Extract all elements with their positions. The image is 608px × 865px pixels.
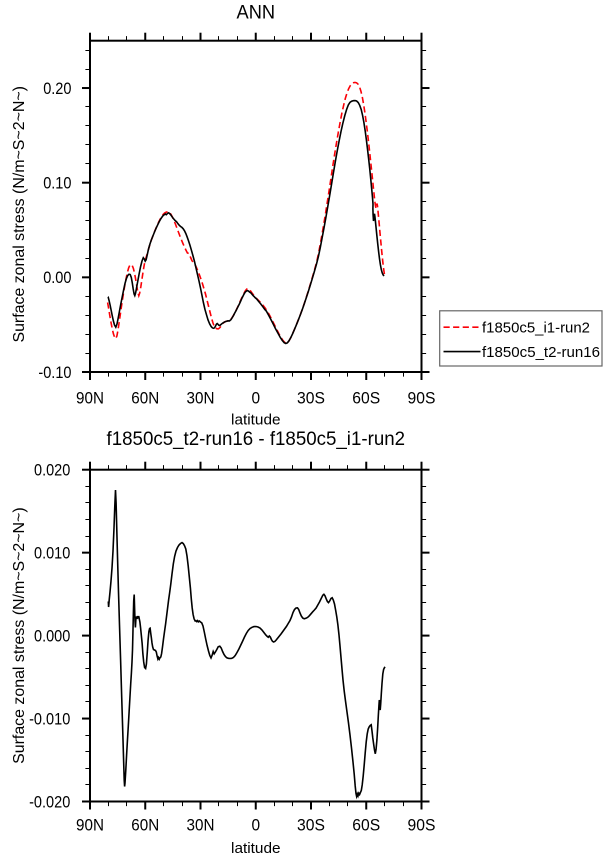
svg-text:60N: 60N	[131, 817, 159, 835]
svg-text:-0.020: -0.020	[29, 793, 70, 811]
svg-text:0.010: 0.010	[34, 545, 70, 563]
svg-text:60S: 60S	[352, 817, 380, 835]
svg-text:0: 0	[251, 390, 260, 408]
svg-text:f1850c5_t2-run16 - f1850c5_i1-: f1850c5_t2-run16 - f1850c5_i1-run2	[107, 428, 406, 450]
svg-text:90N: 90N	[76, 817, 104, 835]
svg-text:0: 0	[251, 817, 260, 835]
svg-text:latitude: latitude	[231, 840, 281, 857]
svg-text:Surface zonal stress (N/m~S~2~: Surface zonal stress (N/m~S~2~N~)	[11, 507, 28, 764]
svg-text:60N: 60N	[131, 390, 159, 408]
svg-text:0.000: 0.000	[34, 628, 70, 646]
svg-text:30N: 30N	[187, 390, 215, 408]
svg-text:f1850c5_i1-run2: f1850c5_i1-run2	[482, 320, 590, 337]
svg-text:ANN: ANN	[237, 1, 276, 23]
svg-text:90S: 90S	[408, 817, 436, 835]
svg-text:Surface zonal stress (N/m~S~2~: Surface zonal stress (N/m~S~2~N~)	[11, 86, 28, 343]
svg-text:0.00: 0.00	[43, 269, 71, 287]
svg-text:90N: 90N	[76, 390, 104, 408]
svg-text:0.020: 0.020	[34, 462, 70, 480]
svg-text:0.20: 0.20	[43, 80, 71, 98]
svg-text:latitude: latitude	[231, 412, 281, 429]
svg-text:30N: 30N	[187, 817, 215, 835]
svg-text:0.10: 0.10	[43, 175, 71, 193]
svg-text:-0.010: -0.010	[29, 710, 70, 728]
svg-text:90S: 90S	[408, 390, 436, 408]
svg-text:-0.10: -0.10	[38, 364, 71, 382]
svg-text:30S: 30S	[297, 817, 325, 835]
svg-text:f1850c5_t2-run16: f1850c5_t2-run16	[482, 344, 600, 361]
svg-text:60S: 60S	[352, 390, 380, 408]
svg-text:30S: 30S	[297, 390, 325, 408]
